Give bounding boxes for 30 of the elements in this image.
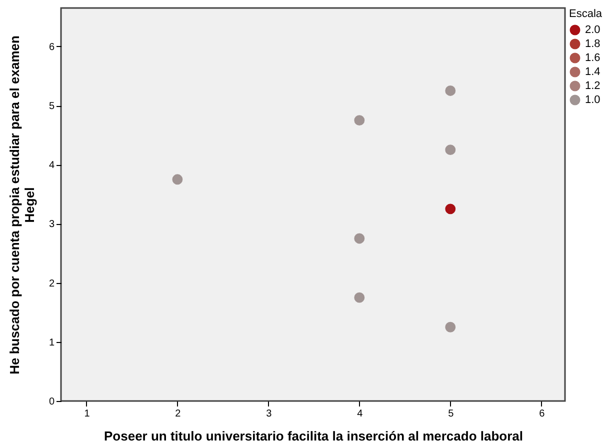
x-tick-label: 1: [84, 408, 90, 420]
x-axis-title: Poseer un titulo universitario facilita la inserción al mercado laboral: [104, 428, 524, 444]
y-tick-label: 2: [48, 278, 55, 290]
color-bar-label: 1.0: [585, 94, 600, 106]
y-tick-label: 4: [48, 160, 55, 172]
color-bar-label: 1.2: [585, 80, 600, 92]
x-tick-label: 4: [357, 408, 364, 420]
point: [445, 86, 456, 96]
point: [172, 174, 183, 185]
x-tick-label: 2: [175, 408, 182, 420]
point: [445, 204, 456, 214]
y-tick-label: 0: [48, 396, 55, 408]
color-bar-label: 1.6: [585, 52, 600, 64]
y-tick-label: 3: [48, 219, 55, 230]
y-tick-label: 6: [48, 42, 55, 53]
y-tick-label: 5: [48, 101, 55, 112]
point: [354, 115, 365, 126]
color-bar-label: 1.8: [585, 38, 600, 50]
point: [354, 292, 365, 303]
x-tick-label: 6: [539, 408, 546, 420]
color-bar-label: 1.4: [585, 66, 600, 78]
x-tick-label: 5: [448, 408, 454, 420]
y-axis-title: He buscado por cuenta propia estudiar para el examen Hegel: [6, 36, 37, 374]
color-bar-label: 2.0: [585, 24, 600, 36]
point: [445, 322, 456, 332]
point: [354, 233, 365, 244]
y-tick-label: 1: [48, 337, 55, 348]
legend-title: Escala: [569, 8, 603, 20]
x-tick-label: 3: [266, 408, 272, 420]
point: [445, 144, 456, 156]
